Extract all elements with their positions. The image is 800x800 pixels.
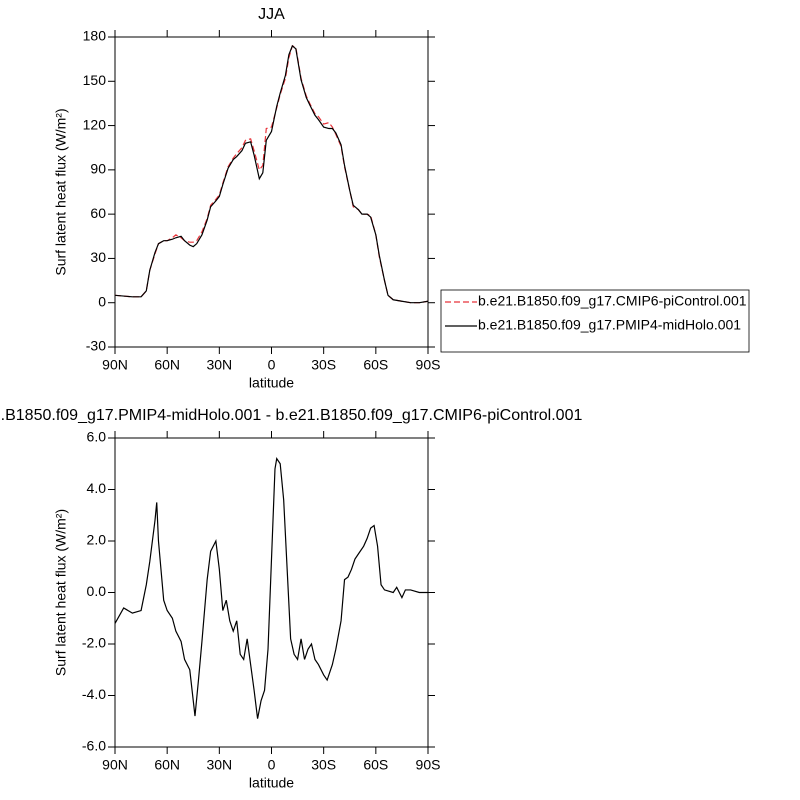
- x-tick-label: 60S: [363, 757, 388, 773]
- y-tick-label: 30: [90, 249, 106, 265]
- x-tick-label: 90S: [416, 757, 441, 773]
- x-tick-label: 0: [268, 357, 276, 373]
- x-tick-label: 0: [268, 757, 276, 773]
- x-tick-label: 90N: [102, 357, 128, 373]
- legend-label: b.e21.B1850.f09_g17.PMIP4-midHolo.001: [478, 317, 741, 333]
- x-tick-label: 60S: [363, 357, 388, 373]
- data-line: [114, 457, 428, 719]
- x-tick-label: 30S: [311, 357, 336, 373]
- y-tick-label: 120: [83, 116, 107, 132]
- y-tick-label: -4.0: [82, 686, 106, 702]
- y-tick-label: 60: [90, 205, 106, 221]
- y-tick-label: 4.0: [87, 480, 107, 496]
- y-tick-label: 180: [83, 28, 107, 44]
- x-tick-label: 30N: [206, 357, 232, 373]
- data-line: [114, 45, 429, 304]
- y-tick-label: 6.0: [87, 429, 107, 445]
- y-tick-label: 0: [98, 293, 106, 309]
- plot-frame: [114, 437, 429, 748]
- chart-title: b.e21.B1850.f09_g17.PMIP4-midHolo.001 - …: [0, 407, 582, 424]
- x-tick-label: 30N: [206, 757, 232, 773]
- y-axis-label: Surf latent heat flux (W/m²): [53, 108, 69, 275]
- legend-label: b.e21.B1850.f09_g17.CMIP6-piControl.001: [478, 293, 747, 309]
- y-tick-label: 150: [83, 72, 107, 88]
- x-axis-label: latitude: [249, 775, 294, 791]
- plot-frame: [114, 36, 429, 348]
- y-tick-label: -2.0: [82, 635, 106, 651]
- x-tick-label: 60N: [154, 757, 180, 773]
- y-tick-label: 0.0: [87, 583, 107, 599]
- y-tick-label: -30: [86, 338, 106, 354]
- chart-title: JJA: [258, 6, 285, 23]
- y-tick-label: 90: [90, 161, 106, 177]
- x-tick-label: 60N: [154, 357, 180, 373]
- legend-box: [440, 289, 750, 353]
- y-axis-label: Surf latent heat flux (W/m²): [53, 509, 69, 676]
- y-tick-label: -6.0: [82, 738, 106, 754]
- x-tick-label: 90S: [416, 357, 441, 373]
- y-tick-label: 2.0: [87, 532, 107, 548]
- x-axis-label: latitude: [249, 375, 294, 391]
- x-tick-label: 90N: [102, 757, 128, 773]
- x-tick-label: 30S: [311, 757, 336, 773]
- data-line: [114, 44, 429, 304]
